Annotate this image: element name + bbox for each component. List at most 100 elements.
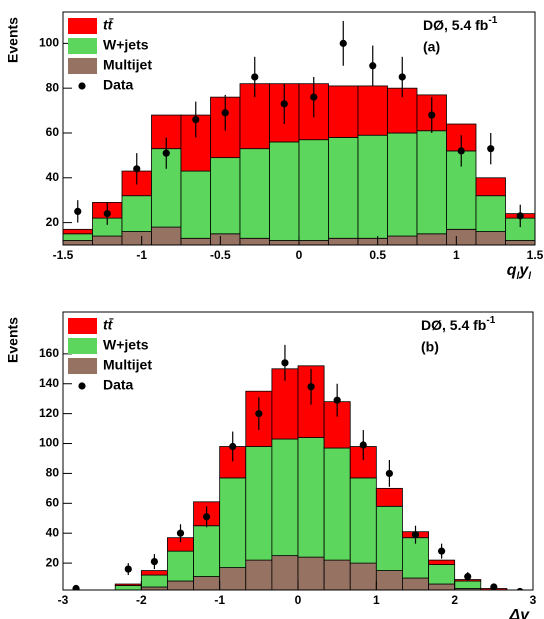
histogram-bar: [454, 588, 482, 590]
histogram-bar: [298, 139, 329, 241]
histogram-bar: [271, 438, 299, 557]
annotation-text: DØ, 5.4 fb: [421, 317, 486, 333]
x-tick-label: 1: [453, 248, 460, 262]
data-point: [150, 558, 158, 566]
data-point: [281, 359, 289, 367]
panel-label: (b): [421, 339, 439, 355]
histogram-bar: [475, 231, 506, 245]
legend-swatch: [68, 38, 97, 54]
legend-swatch: [68, 58, 97, 74]
histogram-bar: [349, 562, 377, 590]
x-axis-label-part: q: [507, 262, 517, 279]
histogram-bar: [349, 477, 377, 564]
histogram-bar: [167, 580, 194, 590]
y-tick-label: 40: [46, 170, 60, 184]
y-tick-label: 60: [46, 125, 60, 139]
legend-swatch: [68, 18, 97, 34]
data-point: [103, 210, 111, 218]
legend-label: tt̄: [103, 316, 114, 332]
histogram-bar: [92, 235, 123, 245]
data-point: [72, 584, 80, 590]
histogram-bar: [239, 148, 270, 239]
data-point: [411, 531, 420, 539]
histogram-bar: [89, 591, 115, 592]
histogram-bar: [428, 583, 456, 590]
histogram-bar: [114, 583, 142, 586]
histogram-bar: [387, 235, 418, 245]
histogram-bar: [239, 237, 270, 245]
x-tick-label: -3: [58, 593, 69, 607]
histogram-bar: [375, 505, 403, 571]
legend-label: W+jets: [103, 337, 149, 353]
data-point: [339, 39, 347, 47]
data-point: [176, 529, 185, 537]
y-tick-label: 120: [39, 406, 59, 420]
histogram-bar: [297, 437, 325, 558]
histogram-bar: [475, 177, 506, 197]
histogram-bar: [375, 487, 403, 507]
histogram-bar: [121, 195, 152, 232]
histogram-bar: [328, 237, 359, 245]
data-point: [516, 212, 524, 220]
x-tick-label: -1: [214, 593, 225, 607]
legend-label: Data: [103, 377, 134, 393]
histogram-bar: [271, 368, 299, 440]
x-tick-label: 0: [295, 593, 302, 607]
plot-area: [63, 20, 535, 245]
y-axis-label: Events: [5, 17, 21, 63]
y-tick-label: 40: [46, 525, 60, 539]
data-point: [369, 62, 377, 70]
data-point: [192, 115, 200, 124]
histogram-bar: [219, 567, 247, 590]
x-axis-label-part: Δy: [508, 607, 530, 619]
histogram-bar: [219, 477, 247, 568]
histogram-bar: [271, 555, 299, 590]
x-axis-label-part: l: [517, 271, 520, 282]
histogram-bar: [507, 591, 533, 592]
data-point: [203, 513, 211, 521]
plot-area: [72, 344, 533, 592]
annotation: DØ, 5.4 fb-1: [421, 315, 496, 333]
histogram-bar: [416, 130, 447, 235]
histogram-bar: [402, 537, 429, 579]
data-point: [428, 111, 436, 119]
legend-label: W+jets: [103, 37, 149, 53]
legend-label: Data: [103, 77, 134, 93]
data-point: [251, 73, 259, 81]
histogram-bar: [63, 228, 93, 235]
histogram-bar: [167, 550, 194, 582]
histogram-bar: [180, 170, 211, 239]
data-point: [490, 583, 498, 590]
histogram-bar: [193, 576, 221, 590]
data-point: [516, 587, 524, 590]
data-point: [438, 547, 446, 555]
histogram-bar: [416, 233, 447, 245]
histogram-bar: [210, 157, 241, 235]
panel-label: (a): [423, 39, 440, 55]
data-point: [162, 149, 170, 157]
y-tick-label: 60: [46, 495, 60, 509]
data-point: [487, 145, 495, 153]
x-tick-label: -0.5: [210, 248, 231, 262]
histogram-bar: [446, 228, 477, 245]
data-point: [133, 165, 141, 173]
data-point: [457, 147, 465, 155]
data-point: [124, 565, 132, 573]
x-tick-label: 0: [296, 248, 303, 262]
data-point: [333, 396, 341, 404]
y-tick-label: 100: [39, 36, 59, 50]
legend-label: tt̄: [103, 16, 114, 32]
data-point: [398, 73, 406, 81]
x-axis-label-part: l: [528, 271, 531, 282]
histogram-bar: [151, 226, 182, 245]
data-point: [229, 442, 237, 451]
histogram-bar: [328, 85, 359, 138]
histogram-bar: [297, 556, 325, 590]
legend-swatch: [68, 318, 97, 334]
histogram-bar: [245, 559, 273, 590]
x-axis-label: Δy: [508, 607, 530, 619]
data-point: [280, 100, 288, 108]
x-tick-label: 2: [451, 593, 458, 607]
histogram-bar: [387, 132, 418, 237]
x-axis-label-part: y: [518, 262, 529, 279]
